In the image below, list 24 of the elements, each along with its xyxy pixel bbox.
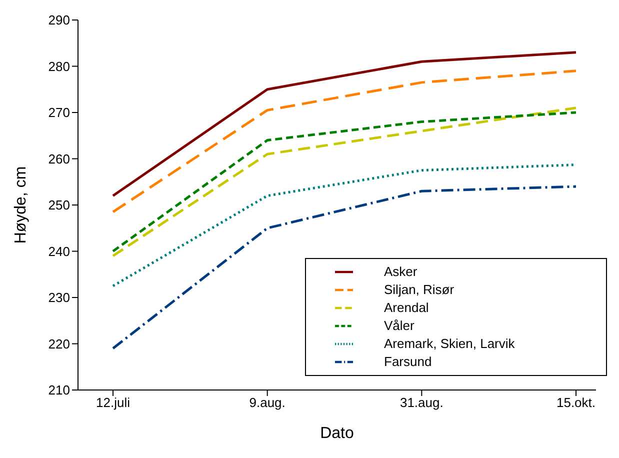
y-tick-label: 260 [48, 151, 70, 166]
x-tick-label: 12.juli [96, 395, 130, 410]
y-tick-label: 240 [48, 244, 70, 259]
x-axis-title: Dato [320, 425, 354, 442]
y-tick-label: 290 [48, 12, 70, 28]
y-tick-label: 210 [48, 382, 70, 398]
y-tick-label: 220 [48, 336, 70, 352]
y-tick-label: 230 [48, 290, 70, 306]
line-series [112, 70, 578, 214]
legend-label: Siljan, Risør [384, 282, 454, 297]
y-tick-label: 280 [48, 58, 70, 74]
x-tick-label: 15.okt. [556, 395, 596, 410]
y-axis-title: Høyde, cm [12, 166, 30, 244]
line-series [112, 185, 578, 350]
legend-label: Asker [384, 264, 418, 279]
legend-label: Aremark, Skien, Larvik [384, 336, 515, 351]
legend-label: Arendal [384, 300, 429, 315]
x-tick-label: 31.aug. [400, 395, 444, 410]
legend-label: Våler [384, 318, 414, 333]
y-tick-label: 250 [48, 198, 70, 213]
legend-label: Farsund [384, 354, 432, 369]
line-series [112, 51, 578, 197]
y-tick-label: 270 [48, 105, 70, 120]
x-tick-label: 9.aug. [249, 395, 286, 410]
